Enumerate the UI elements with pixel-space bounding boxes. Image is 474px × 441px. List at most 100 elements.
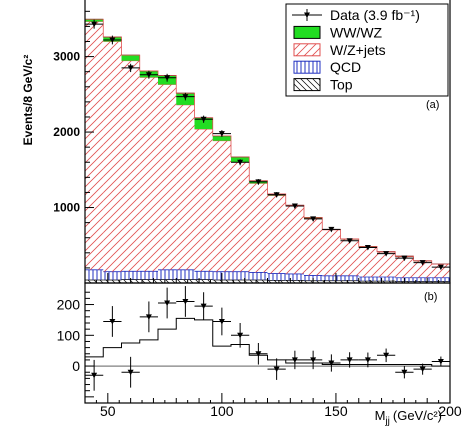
- residual-point-18: [413, 363, 432, 375]
- data-point-12: [304, 216, 323, 222]
- legend-label-2: W/Z+jets: [330, 42, 386, 58]
- data-point-14: [340, 238, 359, 244]
- bar-top-3: [139, 279, 158, 283]
- bar-w-z-jets-13: [322, 229, 341, 276]
- bar-w-z-jets-1: [103, 41, 122, 272]
- residual-point-7: [212, 307, 231, 336]
- residual-point-16: [377, 348, 396, 363]
- bar-w-z-jets-8: [231, 162, 250, 272]
- bar-qcd-19: [431, 277, 450, 282]
- x-tick-label-50: 50: [100, 403, 116, 419]
- bar-w-z-jets-9: [249, 183, 268, 273]
- residual-point-3: [139, 301, 158, 333]
- bar-top-8: [231, 279, 250, 283]
- bar-w-z-jets-17: [395, 256, 414, 278]
- residual-point-13: [322, 354, 341, 372]
- residual-point-0: [85, 359, 104, 391]
- legend-entry-1: WW/WZ: [293, 24, 383, 40]
- y-tick-label-bottom-200: 200: [57, 297, 81, 313]
- residual-point-12: [304, 350, 323, 370]
- bar-w-z-jets-15: [358, 246, 377, 277]
- bar-w-z-jets-7: [212, 140, 231, 272]
- bar-top-18: [413, 281, 432, 283]
- legend-entry-2: W/Z+jets: [293, 42, 386, 58]
- legend-entry-4: Top: [293, 77, 353, 93]
- bar-w-z-jets-5: [176, 104, 195, 270]
- bar-top-13: [322, 280, 341, 283]
- bottom-panel: 0 100 200 50 100 150 200 (b) Mjj (GeV/c²): [57, 282, 462, 427]
- bar-top-16: [377, 281, 396, 283]
- x-tick-label-200: 200: [438, 403, 462, 419]
- bar-w-z-jets-16: [377, 252, 396, 277]
- y-tick-label-top-3000: 3000: [53, 50, 80, 64]
- bar-top-5: [176, 279, 195, 283]
- data-point-13: [322, 226, 341, 233]
- data-point-17: [395, 255, 414, 262]
- data-point-0: [85, 19, 104, 29]
- legend-entry-3: QCD: [293, 59, 361, 75]
- ww-wz-template-line: [85, 317, 450, 367]
- residual-point-1: [103, 306, 122, 337]
- bar-qcd-4: [158, 269, 177, 280]
- residual-point-11: [285, 350, 304, 370]
- bar-qcd-9: [249, 272, 268, 280]
- bar-w-z-jets-10: [267, 195, 286, 274]
- residual-point-9: [249, 343, 268, 365]
- y-tick-label-bottom-0: 0: [72, 358, 80, 374]
- bar-w-z-jets-12: [304, 218, 323, 276]
- residual-point-6: [194, 292, 213, 320]
- bar-top-14: [340, 280, 359, 283]
- bar-top-6: [194, 279, 213, 283]
- legend-label-0: Data (3.9 fb⁻¹): [330, 7, 420, 23]
- bar-w-z-jets-0: [85, 21, 104, 270]
- bar-qcd-1: [103, 271, 122, 280]
- top-panel: 1000 2000 3000 Events/8 GeV/c² (a) Data (3…: [21, 0, 451, 284]
- residual-point-8: [231, 323, 250, 348]
- data-point-8: [231, 159, 250, 166]
- bar-qcd-5: [176, 269, 195, 280]
- bar-qcd-18: [413, 277, 432, 282]
- legend-label-4: Top: [330, 77, 353, 93]
- data-point-9: [249, 179, 268, 185]
- residual-point-19: [431, 356, 450, 367]
- data-point-18: [413, 260, 432, 266]
- bar-ww-wz-7: [212, 135, 231, 141]
- bar-ww-wz-2: [121, 55, 140, 61]
- legend-label-3: QCD: [330, 59, 361, 75]
- bar-qcd-6: [194, 271, 213, 280]
- data-point-4: [158, 73, 177, 82]
- data-point-2: [121, 63, 140, 73]
- data-point-11: [285, 203, 304, 210]
- x-tick-label-150: 150: [324, 403, 348, 419]
- residual-point-17: [395, 366, 414, 379]
- bar-top-11: [285, 280, 304, 283]
- bar-top-19: [431, 281, 450, 283]
- bar-qcd-0: [85, 269, 104, 280]
- data-point-7: [212, 130, 231, 137]
- y-axis-label: Events/8 GeV/c²: [21, 55, 35, 146]
- data-point-6: [194, 115, 213, 123]
- residual-point-5: [176, 286, 195, 317]
- data-point-5: [176, 92, 195, 101]
- bar-qcd-2: [121, 271, 140, 280]
- bar-w-z-jets-4: [158, 84, 177, 270]
- bar-qcd-8: [231, 271, 250, 280]
- residual-point-14: [340, 352, 359, 368]
- bar-w-z-jets-2: [121, 60, 140, 272]
- data-point-19: [431, 264, 450, 271]
- bar-qcd-3: [139, 271, 158, 280]
- y-tick-label-bottom-100: 100: [57, 327, 81, 343]
- bar-qcd-10: [267, 273, 286, 281]
- residual-point-10: [267, 358, 286, 380]
- data-point-15: [358, 245, 377, 251]
- bar-w-z-jets-3: [139, 77, 158, 272]
- panel-label-a: (a): [426, 99, 439, 111]
- bar-w-z-jets-11: [285, 206, 304, 274]
- bar-qcd-13: [322, 275, 341, 281]
- bar-w-z-jets-18: [413, 261, 432, 278]
- data-point-3: [139, 70, 158, 79]
- bar-qcd-14: [340, 275, 359, 281]
- bar-w-z-jets-6: [194, 129, 213, 272]
